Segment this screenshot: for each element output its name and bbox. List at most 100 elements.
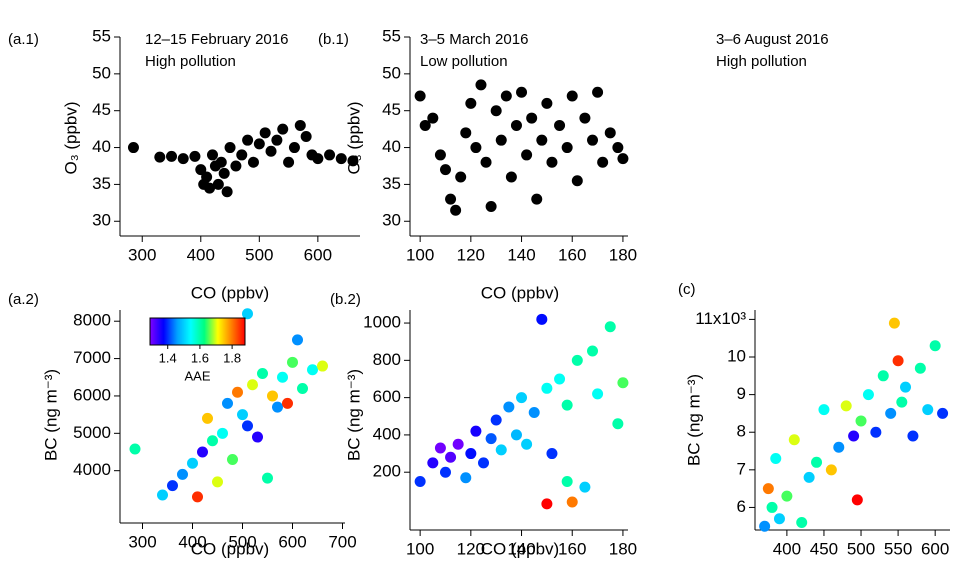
y-axis-label: BC (ng m⁻³) [344,369,363,461]
point [202,412,213,424]
x-tick-label: 120 [457,539,485,558]
point [907,430,919,442]
point [526,112,538,124]
point [579,481,591,493]
point [510,429,522,441]
x-tick-label: 400 [773,539,801,558]
y-tick-label: 6000 [73,385,111,404]
y-axis-label: BC (ng m⁻³) [684,374,703,466]
point [195,164,207,176]
point [803,471,815,483]
point [541,382,553,394]
point [460,127,472,139]
point [252,431,263,443]
annotation: 12–15 February 2016 [145,31,288,48]
point [781,490,793,502]
point [818,404,830,416]
point [833,441,845,453]
point [434,149,446,161]
point [516,86,528,98]
y-tick-label: 55 [92,26,111,45]
x-tick-label: 140 [507,245,535,264]
point [460,472,472,484]
point [230,160,242,172]
point [571,354,583,366]
point [521,438,533,450]
point [439,164,451,176]
point [294,119,306,131]
point [885,407,897,419]
point [617,377,629,389]
point [561,399,573,411]
y-tick-label: 600 [373,387,401,406]
x-tick-label: 600 [304,245,332,264]
point [516,392,528,404]
y-tick-label: 7 [737,459,746,478]
point [419,119,431,131]
point [287,356,298,368]
point [262,472,273,484]
point [324,149,336,161]
point [825,464,837,476]
y-tick-label: 50 [92,63,111,82]
point [877,370,889,382]
point [272,401,283,413]
x-tick-label: 550 [884,539,912,558]
point [612,142,624,154]
point [528,407,540,419]
point [288,142,300,154]
colorbar-label: AAE [184,368,210,383]
point [490,105,502,117]
y-tick-label: 800 [373,350,401,369]
point [465,97,477,109]
point [531,193,543,205]
y-tick-label: 6 [737,497,746,516]
point [604,321,616,333]
point [129,443,141,455]
point [470,142,482,154]
point [445,193,457,205]
colorbar-tick-label: 1.8 [223,350,241,365]
point [207,435,218,447]
y-tick-label: 200 [373,462,401,481]
point [617,153,629,165]
point [465,448,477,460]
x-tick-label: 400 [187,245,215,264]
y-tick-label: 5000 [73,423,111,442]
point [851,494,863,506]
point [541,498,553,510]
point [204,182,216,194]
point [283,156,295,168]
point [192,491,203,503]
y-tick-label: 400 [373,424,401,443]
point [218,167,230,179]
y-tick-label: 8 [737,422,746,441]
point [414,90,426,102]
point [257,368,268,380]
point [212,476,223,488]
point [166,150,178,162]
y-tick-label: 10 [727,346,746,365]
point [450,204,462,216]
y-tick-label: 9 [737,384,746,403]
point [870,426,882,438]
x-axis-label: CO (ppbv) [481,283,559,302]
point [554,119,566,131]
point [452,438,464,450]
point [480,156,492,168]
point [592,86,604,98]
x-tick-label: 100 [406,245,434,264]
point [217,427,228,439]
point [455,171,467,183]
y-tick-label: 7000 [73,348,111,367]
point [503,401,515,413]
point [277,123,289,135]
y-tick-label: 40 [382,137,401,156]
point [197,446,208,458]
point [587,134,599,146]
point [237,409,248,421]
point [154,151,166,163]
point [434,442,446,454]
point [796,516,808,528]
point [536,134,548,146]
